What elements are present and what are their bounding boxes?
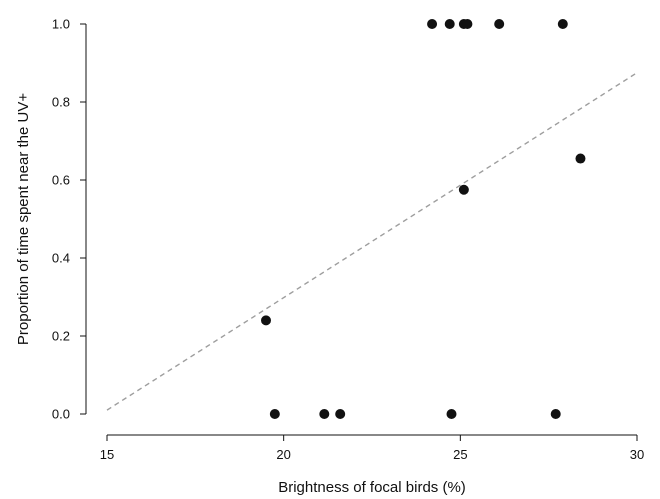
data-point bbox=[427, 19, 438, 29]
y-axis-label: Proportion of time spent near the UV+ bbox=[15, 93, 32, 345]
data-point bbox=[269, 409, 280, 419]
data-point bbox=[494, 19, 505, 29]
trend-line bbox=[106, 72, 638, 411]
y-ticks: 0.0 0.2 0.4 0.6 0.8 1.0 bbox=[52, 17, 86, 422]
data-point bbox=[575, 153, 586, 164]
x-tick-label: 30 bbox=[630, 447, 644, 462]
y-tick-label: 0.8 bbox=[52, 95, 70, 110]
data-point bbox=[444, 19, 455, 29]
data-point bbox=[462, 19, 473, 29]
x-tick-label: 25 bbox=[453, 447, 467, 462]
x-ticks: 15 20 25 30 bbox=[100, 435, 644, 462]
y-tick-label: 0.2 bbox=[52, 329, 70, 344]
y-tick-label: 0.6 bbox=[52, 173, 70, 188]
data-point bbox=[319, 409, 330, 419]
data-point bbox=[458, 184, 469, 195]
data-point bbox=[261, 315, 271, 326]
x-tick-label: 15 bbox=[100, 447, 114, 462]
y-tick-label: 0.0 bbox=[52, 407, 70, 422]
data-point bbox=[446, 409, 457, 419]
axes bbox=[85, 24, 637, 436]
trendline-layer bbox=[106, 72, 638, 411]
x-axis-label: Brightness of focal birds (%) bbox=[278, 479, 466, 496]
points-layer bbox=[261, 19, 586, 419]
x-tick-label: 20 bbox=[276, 447, 290, 462]
y-tick-label: 1.0 bbox=[52, 17, 70, 32]
data-point bbox=[550, 409, 561, 419]
data-point bbox=[335, 409, 346, 419]
data-point bbox=[557, 19, 568, 29]
y-tick-label: 0.4 bbox=[52, 251, 70, 266]
